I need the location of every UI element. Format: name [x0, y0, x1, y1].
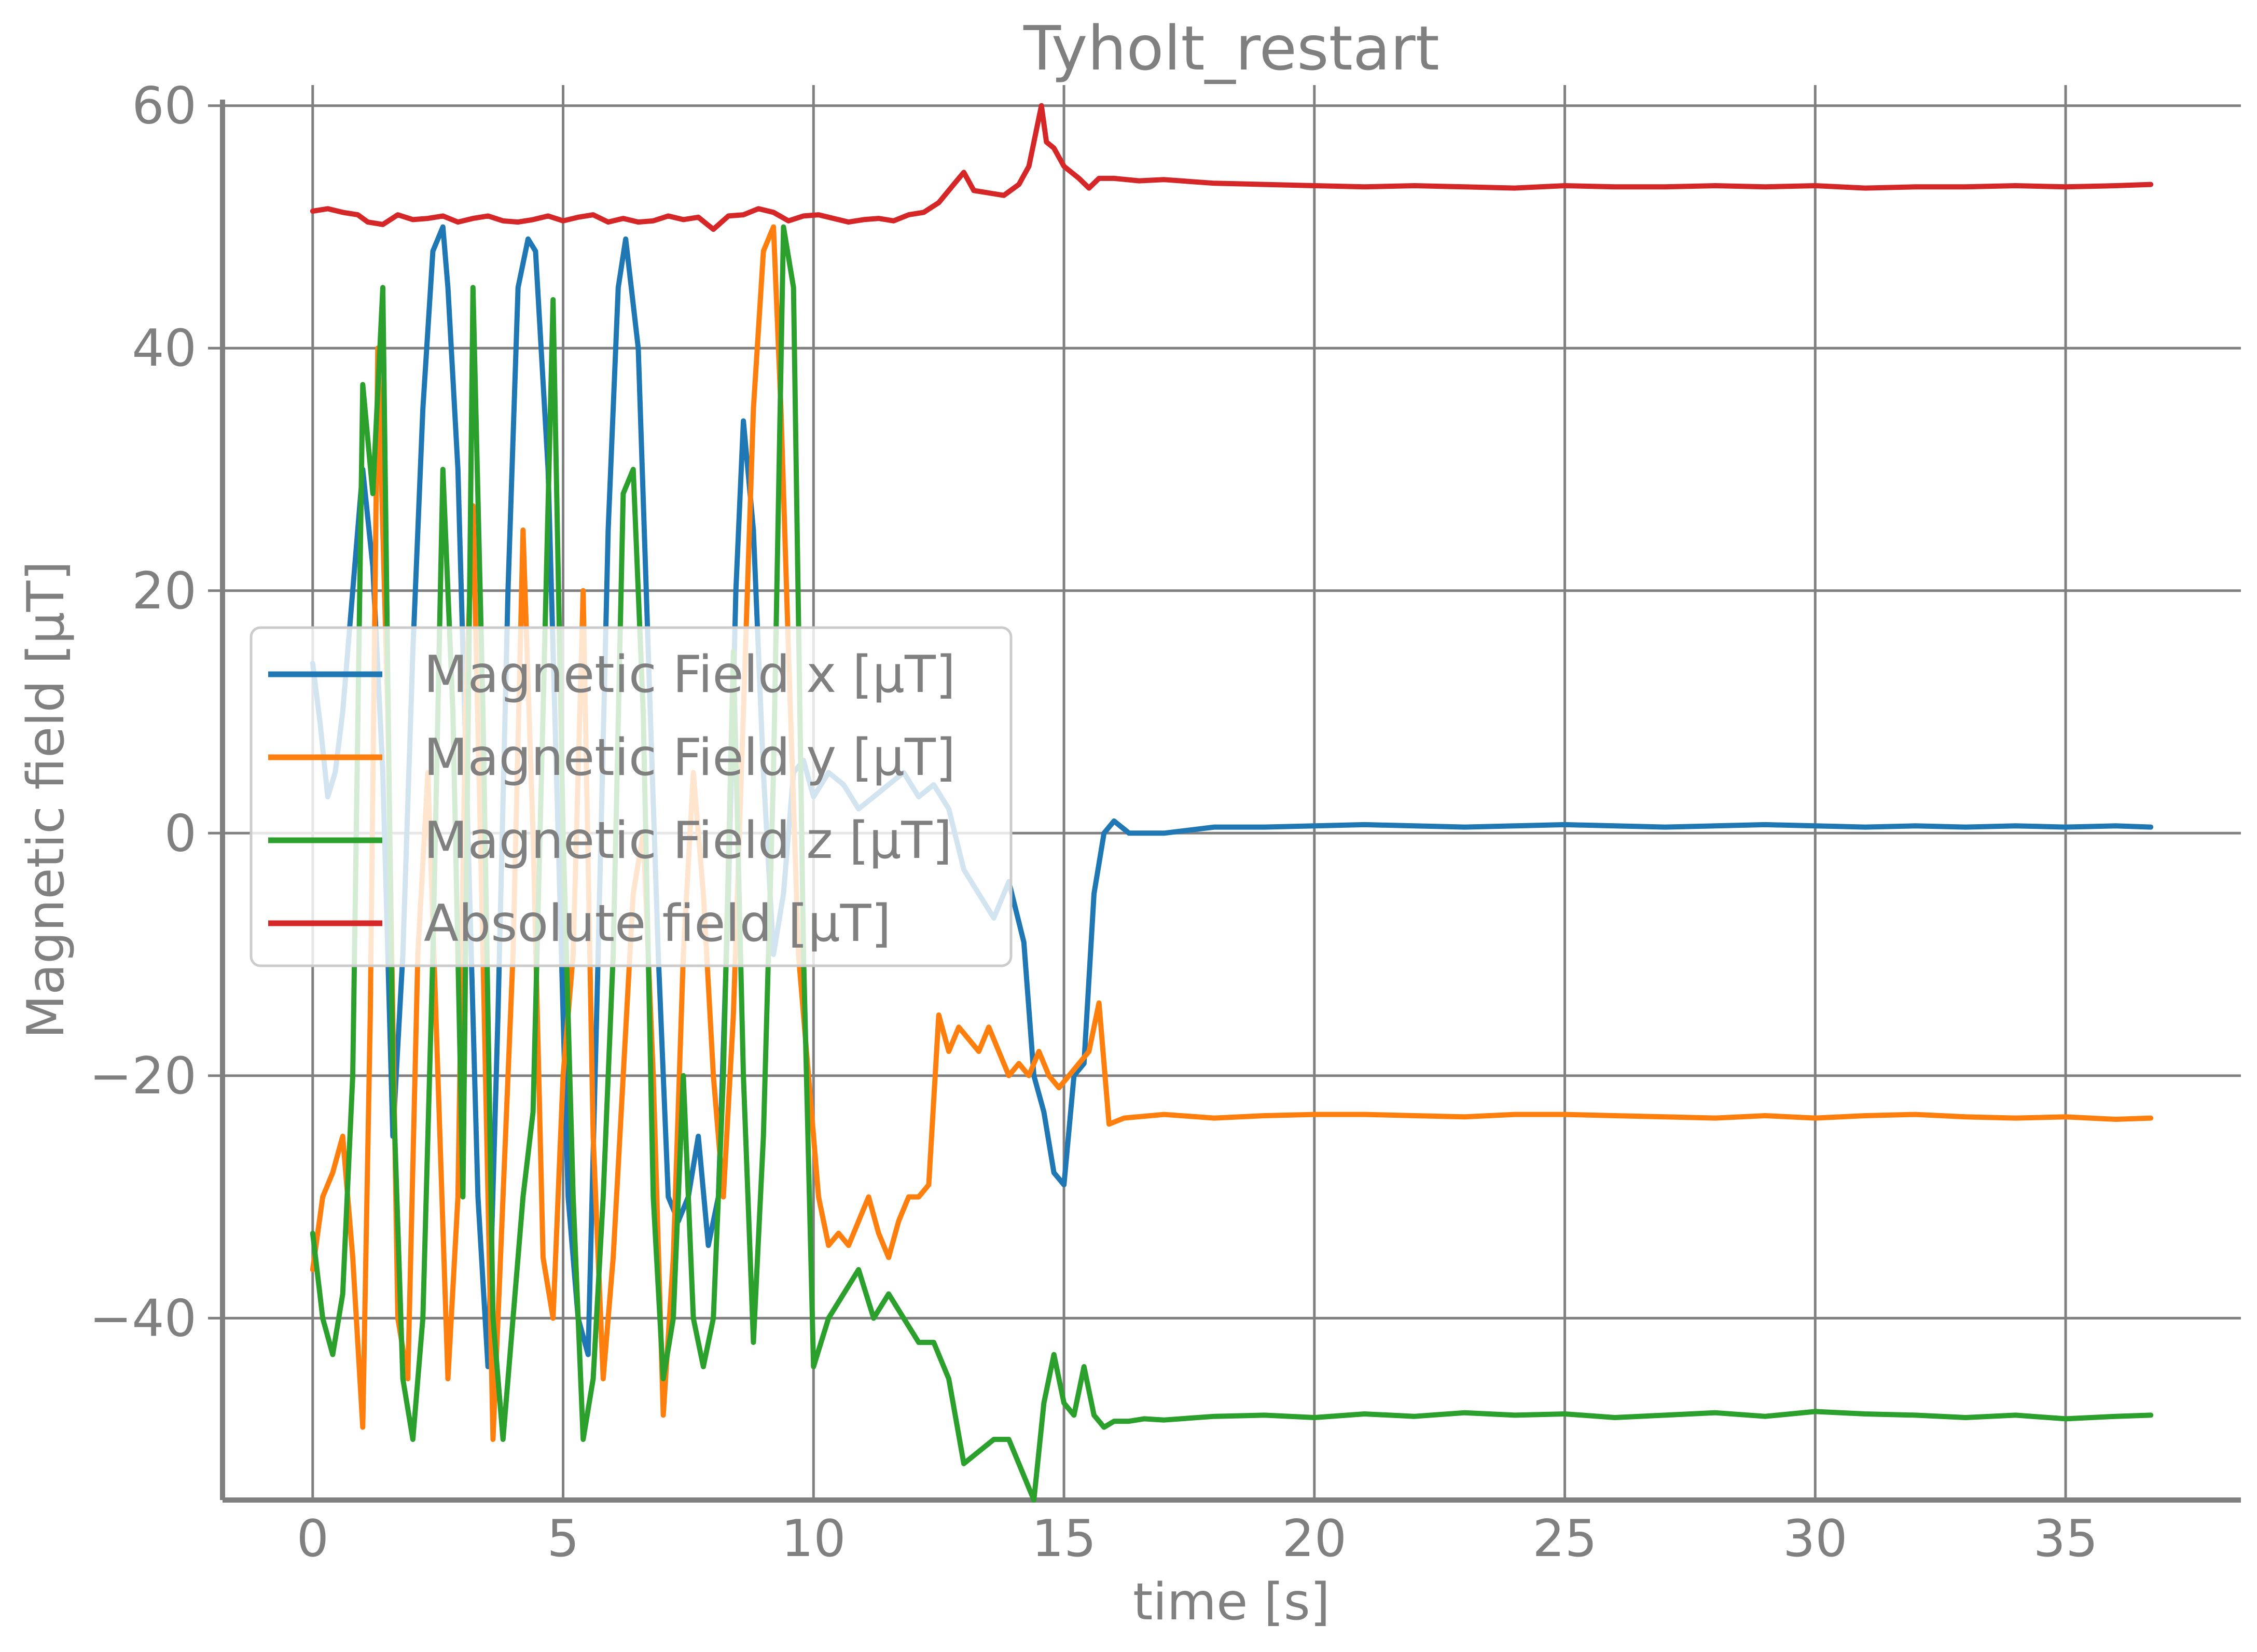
x-tick-label: 15: [1032, 1509, 1097, 1568]
series-line-3: [310, 224, 2154, 1503]
x-tick-label: 30: [1783, 1509, 1848, 1568]
y-axis-label: Magnetic field [μT]: [17, 561, 76, 1038]
x-tick-label: 10: [781, 1509, 846, 1568]
y-tick-label: 20: [132, 562, 197, 621]
legend-box: [250, 626, 1013, 967]
legend-label: Absolute field [μT]: [424, 894, 891, 953]
y-tick-label: 0: [164, 804, 197, 863]
series-line-4: [310, 103, 2154, 232]
y-tick-label: 60: [132, 77, 197, 136]
x-tick-label: 20: [1282, 1509, 1347, 1568]
x-tick-label: 5: [547, 1509, 579, 1568]
series-line-2: [310, 224, 2154, 1442]
y-tick-label: 40: [132, 319, 197, 378]
legend-label: Magnetic Field x [μT]: [424, 645, 956, 704]
legend-label: Magnetic Field y [μT]: [424, 728, 956, 787]
y-tick-labels: −40 −20 0 20 40 60: [89, 77, 197, 1349]
legend-label: Magnetic Field z [μT]: [424, 811, 952, 870]
x-tick-label: 35: [2033, 1509, 2098, 1568]
x-axis-label: time [s]: [1133, 1573, 1330, 1632]
axes-spines: [220, 100, 2241, 1503]
y-tick-label: −40: [89, 1289, 197, 1348]
x-tick-label: 0: [297, 1509, 329, 1568]
legend: Magnetic Field x [μT] Magnetic Field y [μ…: [250, 626, 1013, 967]
legend-items: Magnetic Field x [μT] Magnetic Field y [μ…: [268, 645, 956, 953]
x-tick-label: 25: [1532, 1509, 1597, 1568]
x-tick-labels: 0 5 10 15 20 25 30 35: [297, 1509, 2098, 1568]
chart-title: Tyholt_restart: [1023, 12, 1439, 84]
y-tick-label: −20: [89, 1047, 197, 1106]
